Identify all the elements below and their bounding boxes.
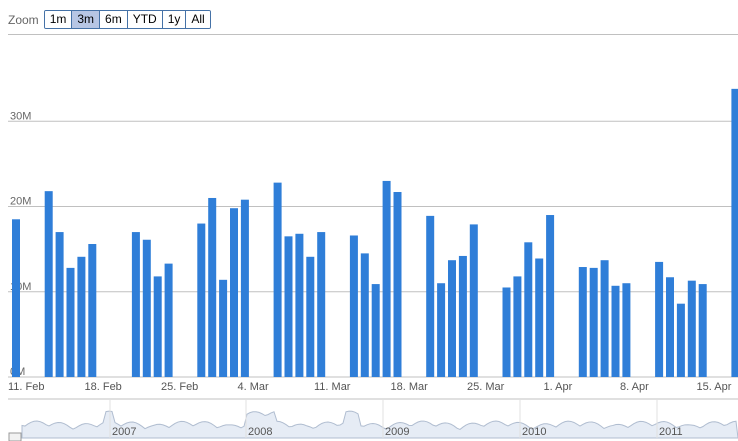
volume-bar xyxy=(197,223,206,377)
volume-bar xyxy=(77,256,86,377)
volume-bar xyxy=(448,260,456,377)
navigator-year-label: 2007 xyxy=(112,426,136,438)
x-tick-label: 11. Mar xyxy=(314,381,351,393)
volume-bar xyxy=(284,236,293,377)
x-tick-label: 18. Mar xyxy=(391,381,429,393)
zoom-label: Zoom xyxy=(8,12,39,27)
navigator-year-label: 2008 xyxy=(248,426,272,438)
volume-bar xyxy=(208,197,217,377)
volume-bar xyxy=(66,267,75,377)
volume-bar xyxy=(317,232,326,377)
volume-bar xyxy=(546,215,555,377)
volume-bar xyxy=(469,224,478,377)
volume-bar xyxy=(698,284,707,377)
x-tick-label: 8. Apr xyxy=(620,381,649,393)
volume-bar xyxy=(524,242,533,377)
navigator-year-label: 2011 xyxy=(659,426,683,438)
volume-bar xyxy=(426,215,435,377)
zoom-bar: Zoom 1m 3m 6m YTD 1y All xyxy=(8,10,211,29)
volume-bar xyxy=(611,285,620,377)
x-tick-label: 4. Mar xyxy=(238,381,270,393)
volume-bar xyxy=(153,276,162,377)
volume-bar xyxy=(240,199,249,377)
volume-bar xyxy=(360,253,369,377)
volume-bar xyxy=(655,261,664,377)
navigator-handle[interactable] xyxy=(8,432,22,441)
volume-bar xyxy=(295,233,304,377)
navigator-year-label: 2010 xyxy=(522,426,546,438)
volume-bar xyxy=(142,239,151,377)
zoom-button-group: 1m 3m 6m YTD 1y All xyxy=(43,10,211,29)
x-tick-label: 11. Feb xyxy=(8,381,45,393)
volume-bar xyxy=(88,244,97,377)
volume-bar xyxy=(666,277,674,377)
volume-bar xyxy=(349,235,358,377)
navigator-year-label: 2009 xyxy=(385,426,409,438)
volume-bar xyxy=(131,232,140,377)
x-tick-label: 18. Feb xyxy=(85,381,122,393)
volume-bar xyxy=(731,88,738,377)
navigator[interactable]: 2007 2008 2009 2010 2011 xyxy=(8,398,738,441)
top-divider xyxy=(8,34,738,35)
volume-bar xyxy=(589,267,598,377)
x-axis-labels: 11. Feb 18. Feb 25. Feb 4. Mar 11. Mar 18. Ma… xyxy=(8,381,732,393)
volume-bar xyxy=(458,255,467,377)
volume-bar xyxy=(55,232,64,377)
zoom-1m-button[interactable]: 1m xyxy=(44,11,72,28)
x-tick-label: 25. Mar xyxy=(467,381,505,393)
zoom-1y-button[interactable]: 1y xyxy=(161,11,186,28)
zoom-3m-button[interactable]: 3m xyxy=(71,11,100,28)
navigator-series xyxy=(21,410,738,439)
volume-bar xyxy=(622,283,631,377)
volume-bar xyxy=(502,287,511,377)
y-tick-label: 20M xyxy=(10,196,31,208)
volume-bar xyxy=(676,303,685,377)
x-tick-label: 25. Feb xyxy=(161,381,198,393)
volume-bar xyxy=(437,283,446,377)
volume-bar xyxy=(44,191,53,377)
volume-bar xyxy=(273,182,282,377)
volume-bar xyxy=(535,258,544,377)
x-tick-label: 1. Apr xyxy=(544,381,573,393)
volume-bar xyxy=(219,279,228,377)
zoom-all-button[interactable]: All xyxy=(185,11,210,28)
volume-bar xyxy=(382,180,391,377)
x-tick-label: 15. Apr xyxy=(697,381,732,393)
volume-bar xyxy=(164,263,173,377)
volume-bar xyxy=(306,256,315,377)
bars xyxy=(12,88,738,377)
volume-bar xyxy=(687,280,696,377)
zoom-ytd-button[interactable]: YTD xyxy=(126,11,162,28)
volume-bar xyxy=(230,208,238,377)
volume-bar xyxy=(393,192,402,377)
volume-bar xyxy=(12,219,20,377)
y-tick-label: 30M xyxy=(10,110,31,122)
volume-bar xyxy=(513,276,522,377)
volume-bar xyxy=(371,284,380,377)
zoom-6m-button[interactable]: 6m xyxy=(99,11,127,28)
volume-bar xyxy=(578,267,587,377)
volume-bar xyxy=(600,260,609,377)
